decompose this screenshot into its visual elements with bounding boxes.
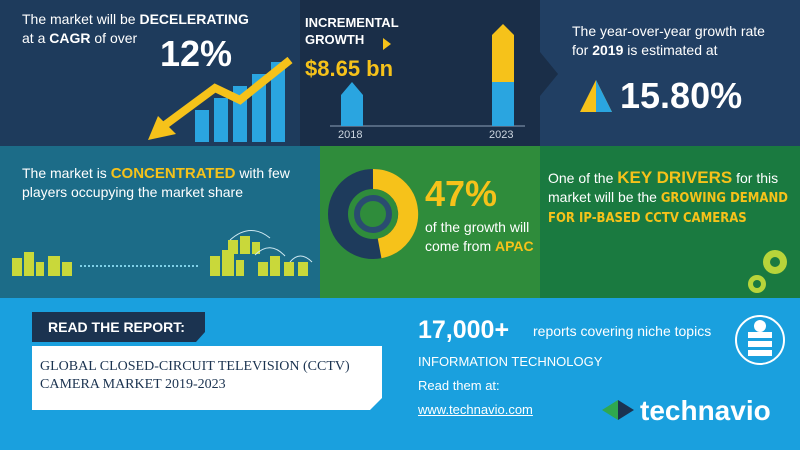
yoy-value: 15.80%: [620, 75, 743, 116]
text: of over: [94, 30, 138, 46]
text: come from: [425, 238, 492, 254]
category: INFORMATION TECHNOLOGY: [418, 354, 603, 369]
text: GROWTH: [305, 32, 365, 47]
region-value: 47%: [425, 173, 498, 214]
year-label: 2018: [338, 129, 363, 141]
emphasis: DECELERATING: [139, 11, 249, 27]
emphasis: KEY DRIVERS: [617, 168, 733, 187]
concentration-text: The market is CONCENTRATED with few play…: [22, 164, 302, 202]
read-prompt: Read them at:: [418, 378, 500, 393]
text: at a: [22, 30, 46, 46]
text: The year-over-year growth rate: [572, 23, 765, 39]
report-title: GLOBAL CLOSED-CIRCUIT TELEVISION (CCTV) …: [40, 359, 350, 392]
emphasis: CAGR: [49, 30, 91, 46]
cagr-icon: [148, 56, 293, 142]
drivers-text: One of the KEY DRIVERS for this market w…: [548, 168, 793, 228]
text: for: [572, 42, 589, 58]
incremental-label: INCREMENTAL GROWTH: [305, 14, 399, 48]
donut-icon: [328, 168, 419, 259]
emphasis: APAC: [495, 238, 534, 254]
it-icon: [735, 315, 785, 365]
title-box: [32, 346, 382, 410]
count-caption: reports covering niche topics: [533, 323, 712, 339]
buildings-icon: [12, 236, 308, 276]
website-link[interactable]: www.technavio.com: [418, 402, 533, 417]
connector: [229, 230, 313, 263]
year-label: 2023: [489, 129, 514, 141]
drivers-bg: [540, 146, 800, 298]
incremental-value: $8.65 bn: [305, 56, 394, 81]
yoy-icon: [596, 80, 612, 112]
gears-icon: [748, 250, 787, 293]
text: for this market will be the: [548, 170, 779, 205]
cagr-text: The market will be DECELERATING at a CAG…: [22, 10, 249, 48]
brand-logo: technavio: [640, 395, 771, 426]
text: is estimated at: [627, 42, 718, 58]
text: One of the: [548, 170, 614, 186]
text: The market is: [22, 165, 107, 181]
banner-bg: [32, 312, 205, 342]
emphasis: 2019: [592, 42, 624, 58]
logo-icon: [602, 400, 634, 420]
incremental-icon: [330, 24, 525, 127]
region-text: of the growth will come from APAC: [425, 218, 534, 256]
yoy-text: The year-over-year growth rate for 2019 …: [572, 22, 765, 60]
text: The market will be: [22, 11, 136, 27]
text: of the growth will: [425, 219, 530, 235]
text: INCREMENTAL: [305, 15, 399, 30]
report-count: 17,000+: [418, 316, 510, 344]
text: with few players occupying the market sh…: [22, 165, 290, 200]
report-banner: READ THE REPORT:: [48, 319, 185, 335]
cagr-value: 12%: [160, 33, 233, 74]
cagr-bg: [0, 0, 300, 146]
emphasis: GROWING DEMAND FOR IP-BASED CCTV CAMERAS: [548, 191, 788, 226]
yoy-bg: [540, 0, 800, 146]
emphasis: CONCENTRATED: [110, 165, 236, 182]
